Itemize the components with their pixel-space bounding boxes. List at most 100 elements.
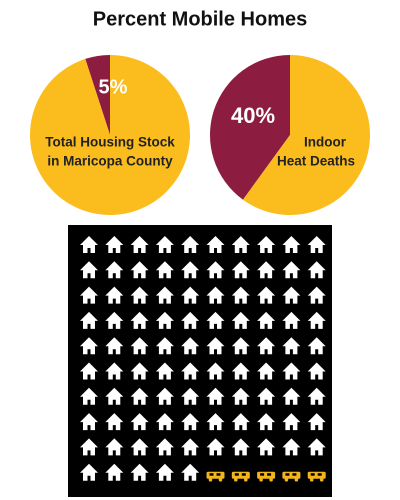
mobile-home-icon	[206, 471, 225, 482]
house-icon	[231, 438, 250, 456]
house-icon	[307, 362, 326, 380]
house-icon	[80, 387, 98, 405]
house-icon	[282, 311, 301, 329]
house-icon	[257, 438, 276, 456]
house-icon	[181, 413, 200, 431]
mobile-home-icon	[257, 471, 276, 482]
house-icon	[231, 413, 250, 431]
house-shape	[155, 311, 174, 329]
pie-slice	[210, 55, 290, 200]
house-icon	[307, 413, 326, 431]
house-shape	[105, 438, 124, 456]
house-icon	[307, 286, 326, 304]
house-shape	[155, 387, 174, 405]
house-icon	[181, 286, 200, 304]
trailer-body	[307, 471, 326, 479]
trailer-wheel	[269, 477, 273, 482]
house-icon	[282, 438, 301, 456]
house-icon	[80, 463, 98, 481]
house-shape	[307, 438, 326, 456]
house-shape	[80, 286, 98, 304]
house-icon	[181, 261, 200, 279]
house-icon	[80, 286, 98, 304]
house-icon	[155, 362, 174, 380]
house-shape	[257, 387, 276, 405]
house-icon	[282, 337, 301, 355]
house-shape	[307, 387, 326, 405]
trailer-body	[257, 471, 276, 479]
house-icon	[105, 311, 124, 329]
house-shape	[257, 438, 276, 456]
house-shape	[155, 261, 174, 279]
trailer-body	[231, 471, 250, 479]
house-shape	[282, 236, 301, 253]
trailer-window	[216, 473, 221, 476]
house-icon	[231, 311, 250, 329]
house-icon	[130, 286, 149, 304]
house-shape	[257, 337, 276, 355]
house-shape	[155, 236, 174, 253]
house-icon	[105, 337, 124, 355]
house-icon	[181, 311, 200, 329]
house-shape	[130, 362, 149, 380]
house-shape	[155, 337, 174, 355]
house-shape	[206, 236, 225, 253]
trailer-window	[317, 473, 322, 476]
house-icon	[181, 362, 200, 380]
house-icon	[155, 286, 174, 304]
house-shape	[105, 311, 124, 329]
house-icon	[105, 286, 124, 304]
trailer-wheel	[259, 477, 263, 482]
house-icon	[155, 261, 174, 279]
house-icon	[155, 413, 174, 431]
house-shape	[282, 438, 301, 456]
trailer-window	[310, 473, 315, 476]
house-shape	[307, 286, 326, 304]
house-shape	[181, 463, 200, 481]
pie-annotation: Indoor	[304, 135, 347, 150]
house-shape	[80, 337, 98, 355]
house-shape	[231, 362, 250, 380]
house-icon	[155, 438, 174, 456]
house-icon	[155, 337, 174, 355]
house-shape	[307, 311, 326, 329]
house-icon	[206, 387, 225, 405]
house-icon	[80, 311, 98, 329]
house-icon	[105, 438, 124, 456]
house-shape	[206, 286, 225, 304]
house-icon	[282, 236, 301, 253]
house-shape	[155, 413, 174, 431]
house-icon	[257, 362, 276, 380]
house-icon	[105, 261, 124, 279]
house-icon	[130, 311, 149, 329]
house-shape	[206, 387, 225, 405]
house-icon	[307, 261, 326, 279]
house-shape	[206, 261, 225, 279]
house-shape	[105, 362, 124, 380]
house-shape	[231, 311, 250, 329]
house-icon	[130, 261, 149, 279]
pie-slice	[242, 55, 371, 215]
trailer-wheel	[294, 477, 299, 482]
house-shape	[130, 286, 149, 304]
house-shape	[307, 362, 326, 380]
house-icon	[181, 236, 200, 253]
house-icon	[181, 337, 200, 355]
house-shape	[130, 387, 149, 405]
house-icon	[231, 261, 250, 279]
trailer-wheel	[234, 477, 238, 482]
house-shape	[282, 387, 301, 405]
house-icon	[231, 337, 250, 355]
trailer-wheel	[284, 477, 289, 482]
house-icon	[105, 362, 124, 380]
house-icon	[231, 286, 250, 304]
house-shape	[282, 311, 301, 329]
house-shape	[105, 413, 124, 431]
house-shape	[181, 438, 200, 456]
house-shape	[181, 261, 200, 279]
house-shape	[105, 236, 124, 253]
house-shape	[206, 362, 225, 380]
house-icon	[206, 438, 225, 456]
house-icon	[181, 463, 200, 481]
